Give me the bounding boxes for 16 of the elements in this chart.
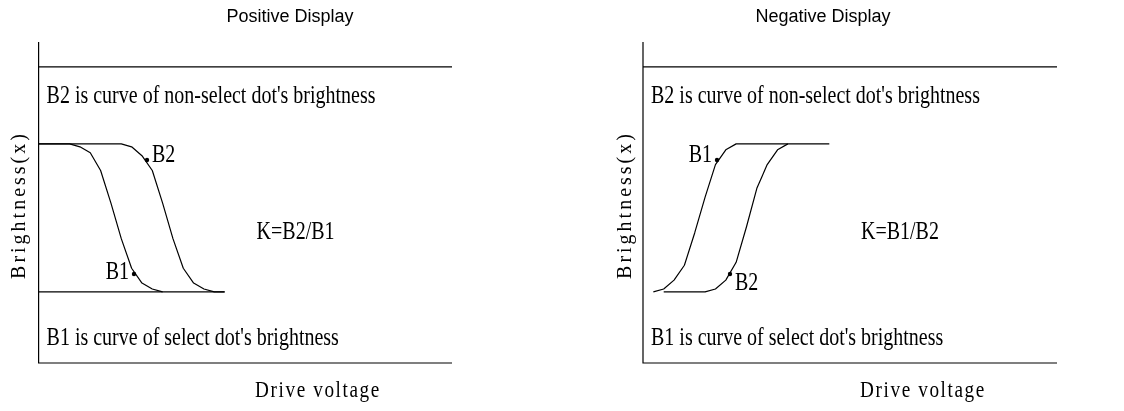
annotation: K=B1/B2	[861, 216, 939, 245]
annotation: B2 is curve of non-select dot's brightness	[46, 80, 376, 109]
chart-title: Negative Display	[755, 6, 891, 27]
y-axis-title: Brightness(x)	[612, 131, 636, 279]
chart-title: Positive Display	[226, 6, 354, 27]
x-axis-title: Drive voltage	[255, 376, 381, 403]
annotation: B2	[152, 139, 176, 168]
annotation: K=B2/B1	[256, 216, 335, 245]
annotation: B2	[735, 267, 759, 296]
annotation: B1 is curve of select dot's brightness	[651, 322, 944, 351]
annotation: B1	[105, 256, 129, 285]
annotation: B1 is curve of select dot's brightness	[46, 322, 339, 351]
annotation: B1	[688, 139, 712, 168]
annotation: B2 is curve of non-select dot's brightness	[651, 80, 980, 109]
x-axis-title: Drive voltage	[860, 376, 986, 403]
y-axis-title: Brightness(x)	[6, 131, 30, 279]
